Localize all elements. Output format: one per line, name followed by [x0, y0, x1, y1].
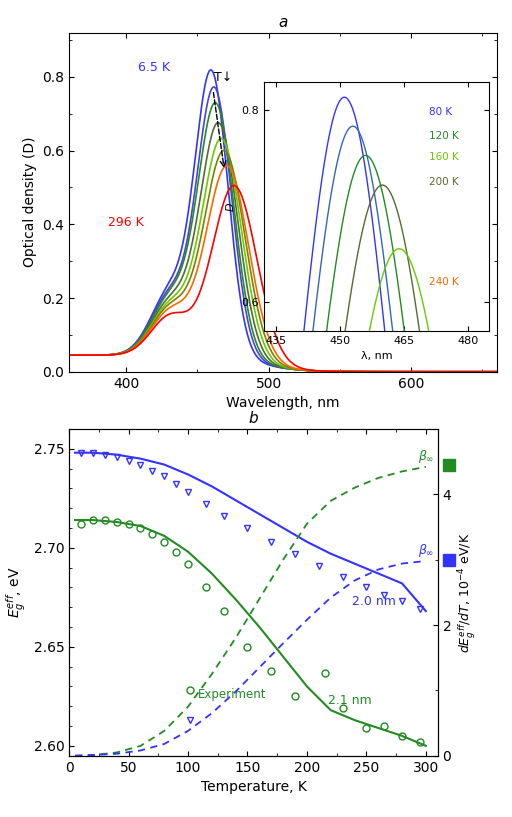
Text: Experiment: Experiment	[198, 688, 266, 701]
Text: 2.0 nm: 2.0 nm	[352, 596, 396, 608]
Y-axis label: $E_g^{eff}$, eV: $E_g^{eff}$, eV	[4, 566, 28, 618]
X-axis label: Wavelength, nm: Wavelength, nm	[226, 396, 339, 410]
Y-axis label: Optical density (D): Optical density (D)	[23, 137, 37, 267]
Title: a: a	[278, 16, 288, 30]
Y-axis label: D: D	[225, 202, 236, 211]
Text: T↓: T↓	[215, 70, 233, 83]
Text: 200 K: 200 K	[430, 177, 459, 187]
X-axis label: λ, nm: λ, nm	[360, 351, 392, 361]
Text: 120 K: 120 K	[430, 132, 459, 141]
Text: 80 K: 80 K	[430, 107, 453, 118]
Text: 2.1 nm: 2.1 nm	[328, 694, 372, 708]
Text: $\beta_\infty$: $\beta_\infty$	[418, 448, 434, 465]
X-axis label: Temperature, K: Temperature, K	[201, 780, 306, 794]
Text: $\beta_\infty$: $\beta_\infty$	[418, 542, 434, 560]
Title: b: b	[249, 412, 258, 426]
Text: 160 K: 160 K	[430, 152, 459, 163]
Text: 296 K: 296 K	[108, 217, 143, 229]
Y-axis label: $dE_g^{eff}/dT$, $10^{-4}$ eV/K: $dE_g^{eff}/dT$, $10^{-4}$ eV/K	[457, 532, 478, 653]
Text: 6.5 K: 6.5 K	[138, 61, 169, 74]
Text: 240 K: 240 K	[430, 277, 459, 287]
